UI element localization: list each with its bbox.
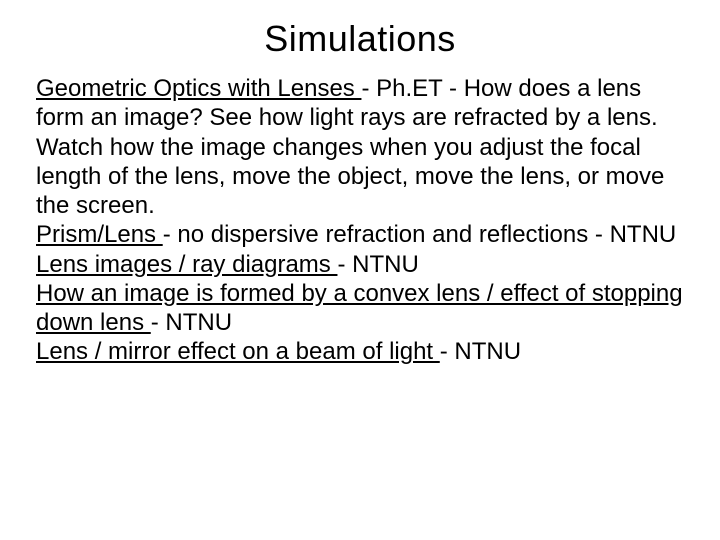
text-prism-lens: - no dispersive refraction and reflectio… xyxy=(163,221,677,248)
link-convex-lens[interactable]: How an image is formed by a convex lens … xyxy=(36,280,683,336)
slide-title: Simulations xyxy=(36,18,684,60)
link-prism-lens[interactable]: Prism/Lens xyxy=(36,221,163,248)
slide-container: Simulations Geometric Optics with Lenses… xyxy=(0,0,720,540)
link-lens-images[interactable]: Lens images / ray diagrams xyxy=(36,251,337,278)
text-lens-mirror: - NTNU xyxy=(440,338,521,365)
text-convex-lens: - NTNU xyxy=(151,309,232,336)
text-lens-images: - NTNU xyxy=(337,251,418,278)
link-lens-mirror[interactable]: Lens / mirror effect on a beam of light xyxy=(36,338,440,365)
slide-body: Geometric Optics with Lenses - Ph.ET - H… xyxy=(36,74,684,367)
link-geometric-optics[interactable]: Geometric Optics with Lenses xyxy=(36,75,361,102)
